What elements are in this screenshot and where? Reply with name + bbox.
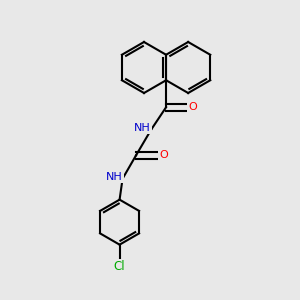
Text: NH: NH [134,123,151,133]
Text: Cl: Cl [114,260,125,273]
Text: O: O [188,102,197,112]
Text: NH: NH [106,172,123,182]
Text: O: O [160,150,168,160]
